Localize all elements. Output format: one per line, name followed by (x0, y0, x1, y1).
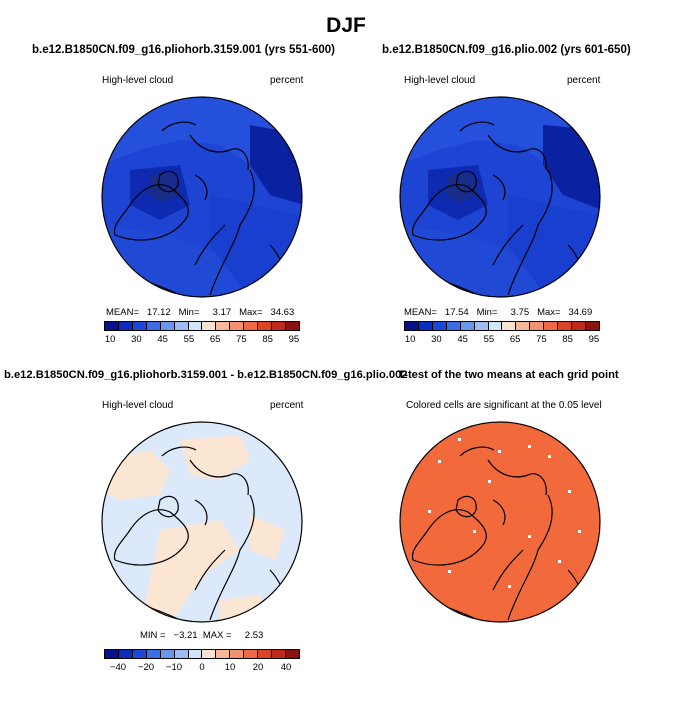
colorbar-tick-label: 85 (562, 334, 573, 345)
colorbar-cell (258, 650, 273, 658)
colorbar-cell (544, 322, 559, 330)
colorbar-tick-label: 45 (157, 334, 168, 345)
colorbar-cell (244, 322, 259, 330)
colorbar-cell (105, 650, 119, 658)
colorbar-cell (585, 322, 599, 330)
colorbar-cell (432, 322, 447, 330)
colorbar-tick-label: 45 (457, 334, 468, 345)
colorbar-cell (418, 322, 433, 330)
panel-2-variable-label: High-level cloud (404, 75, 476, 86)
panel-1-title: b.e12.B1850CN.f09_g16.pliohorb.3159.001 … (32, 44, 335, 56)
panel-2-title: b.e12.B1850CN.f09_g16.plio.002 (yrs 601-… (382, 44, 631, 56)
colorbar-tick-label: 65 (209, 334, 221, 345)
colorbar-cell (502, 322, 517, 330)
panel-3-units-label: percent (270, 400, 304, 411)
colorbar-cell (558, 322, 573, 330)
colorbar-tick-label: 30 (431, 334, 442, 345)
colorbar-tick-label: 10 (224, 662, 236, 673)
panel-3-stats: MIN = −3.21 MAX = 2.53 (140, 630, 264, 641)
panel-1-units-label: percent (270, 75, 304, 86)
colorbar-cell (230, 322, 245, 330)
colorbar-cell (202, 650, 217, 658)
panel-1-polar-map (101, 96, 303, 298)
colorbar-cell (132, 650, 147, 658)
colorbar-tick-label: 30 (131, 334, 142, 345)
panel-3-colorbar-ticks: −40 −20 −10 0 10 20 40 (104, 662, 300, 673)
colorbar-cell (132, 322, 147, 330)
panel-3-polar-map (101, 421, 303, 623)
colorbar-cell (405, 322, 419, 330)
panel-3-colorbar (104, 649, 300, 659)
colorbar-tick-label: −20 (137, 662, 155, 673)
colorbar-cell (188, 650, 203, 658)
colorbar-cell (530, 322, 545, 330)
colorbar-tick-label: 95 (588, 334, 600, 345)
colorbar-tick-label: 40 (280, 662, 292, 673)
colorbar-tick-label: 75 (536, 334, 547, 345)
panel-2-colorbar-ticks: 10 30 45 55 65 75 85 95 (397, 334, 607, 345)
panel-4-title: T-test of the two means at each grid poi… (398, 369, 619, 381)
colorbar-cell (146, 322, 161, 330)
colorbar-cell (446, 322, 461, 330)
panel-3-title: b.e12.B1850CN.f09_g16.pliohorb.3159.001 … (4, 369, 408, 381)
colorbar-cell (174, 322, 189, 330)
colorbar-tick-label: 0 (199, 662, 205, 673)
colorbar-cell (230, 650, 245, 658)
colorbar-cell (460, 322, 475, 330)
colorbar-cell (272, 322, 286, 330)
colorbar-cell (105, 322, 119, 330)
colorbar-cell (146, 650, 161, 658)
colorbar-cell (174, 650, 189, 658)
colorbar-cell (258, 322, 273, 330)
colorbar-tick-label: 65 (509, 334, 521, 345)
colorbar-cell (572, 322, 586, 330)
colorbar-tick-label: 95 (288, 334, 300, 345)
colorbar-cell (202, 322, 217, 330)
panel-2-polar-map (399, 96, 601, 298)
colorbar-cell (118, 322, 133, 330)
colorbar-cell (516, 322, 531, 330)
colorbar-cell (244, 650, 259, 658)
panel-2-colorbar (404, 321, 600, 331)
colorbar-tick-label: 20 (252, 662, 264, 673)
panel-4-significance-label: Colored cells are significant at the 0.0… (406, 400, 602, 411)
colorbar-tick-label: 55 (183, 334, 195, 345)
panel-2-stats: MEAN= 17.54 Min= 3.75 Max= 34.69 (404, 307, 593, 318)
panel-2-units-label: percent (567, 75, 601, 86)
colorbar-tick-label: −40 (109, 662, 127, 673)
colorbar-cell (160, 322, 175, 330)
colorbar-tick-label: 85 (262, 334, 273, 345)
panel-4-polar-map (399, 421, 601, 623)
colorbar-cell (474, 322, 489, 330)
colorbar-cell (188, 322, 203, 330)
colorbar-tick-label: 10 (404, 334, 416, 345)
panel-1-variable-label: High-level cloud (102, 75, 174, 86)
colorbar-cell (118, 650, 133, 658)
colorbar-tick-label: 75 (236, 334, 247, 345)
colorbar-cell (160, 650, 175, 658)
colorbar-cell (488, 322, 503, 330)
panel-1-colorbar-ticks: 10 30 45 55 65 75 85 95 (97, 334, 307, 345)
panel-3-variable-label: High-level cloud (102, 400, 174, 411)
colorbar-tick-label: 10 (104, 334, 116, 345)
colorbar-cell (285, 322, 299, 330)
colorbar-cell (216, 650, 231, 658)
colorbar-tick-label: −10 (165, 662, 183, 673)
panel-1-colorbar (104, 321, 300, 331)
colorbar-tick-label: 55 (483, 334, 495, 345)
colorbar-cell (285, 650, 299, 658)
colorbar-cell (216, 322, 231, 330)
figure-title: DJF (326, 14, 366, 37)
panel-1-stats: MEAN= 17.12 Min= 3.17 Max= 34.63 (106, 307, 295, 318)
colorbar-cell (272, 650, 286, 658)
